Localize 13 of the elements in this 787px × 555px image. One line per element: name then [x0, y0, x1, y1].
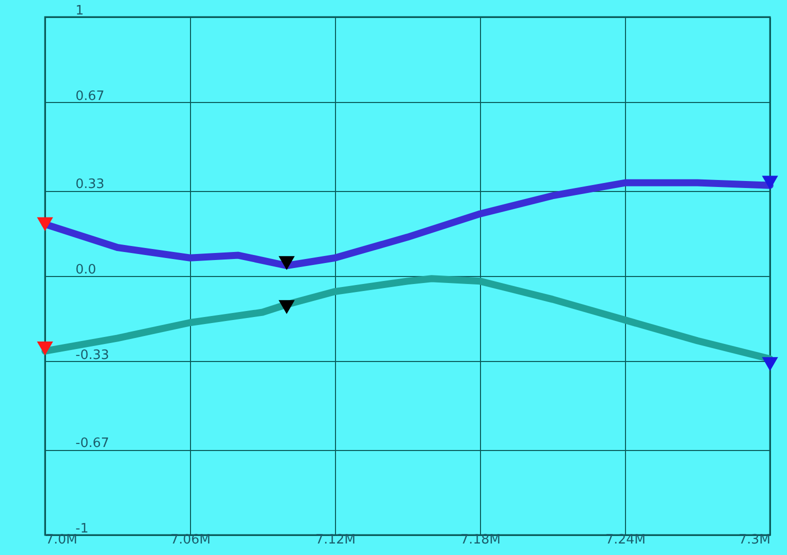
x-tick-label: 7.12M — [315, 532, 356, 548]
x-tick-label: 7.0M — [46, 532, 78, 548]
y-tick-label: 0.67 — [76, 88, 104, 104]
y-tick-label: -1 — [76, 522, 88, 536]
x-tick-label: 7.18M — [460, 532, 501, 548]
x-tick-label: 7.3M — [738, 532, 770, 548]
y-tick-label: -0.33 — [76, 348, 110, 363]
x-tick-label: 7.24M — [605, 532, 646, 548]
y-tick-label: -0.67 — [76, 436, 110, 452]
y-tick-label: 0.33 — [76, 177, 104, 192]
y-tick-label: 0.0 — [76, 262, 96, 278]
y-tick-label: 1 — [76, 4, 84, 18]
x-tick-label: 7.06M — [170, 532, 211, 548]
